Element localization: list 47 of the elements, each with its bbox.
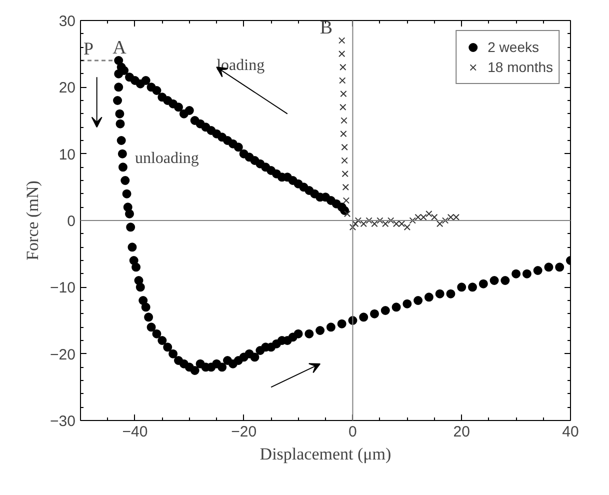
point — [442, 217, 449, 224]
x-tick-label: −40 — [122, 424, 148, 440]
point — [344, 210, 351, 218]
point — [338, 50, 346, 58]
point — [376, 217, 384, 224]
x-tick-label: 0 — [348, 424, 357, 440]
point — [371, 220, 378, 228]
point — [339, 77, 346, 84]
point — [349, 224, 356, 230]
x-tick-label: −20 — [231, 424, 257, 440]
point — [341, 144, 348, 150]
point — [341, 157, 348, 164]
legend-label: 18 months — [488, 59, 553, 75]
point — [426, 210, 432, 218]
point — [388, 217, 394, 224]
point — [340, 117, 348, 124]
annotation: unloading — [134, 150, 199, 168]
legend-label: 2 weeks — [488, 39, 539, 55]
point — [342, 170, 348, 178]
y-tick-label: 30 — [58, 13, 76, 30]
point — [340, 130, 347, 138]
y-tick-label: −10 — [50, 280, 76, 297]
y-tick-label: 20 — [58, 80, 76, 97]
x-tick-label: 20 — [453, 424, 470, 440]
point — [354, 217, 362, 224]
point — [409, 217, 416, 224]
point — [382, 220, 389, 228]
point — [340, 104, 346, 110]
point — [340, 64, 346, 70]
x-axis-title: Displacement (μm) — [260, 444, 392, 464]
ref-line-label: P — [84, 38, 94, 58]
y-axis-title: Force (mN) — [23, 180, 42, 260]
x-tick-label: 40 — [562, 424, 579, 440]
y-tick-label: −20 — [50, 346, 76, 364]
y-tick-label: 10 — [58, 146, 76, 164]
annotation: A — [112, 38, 127, 58]
point — [338, 37, 346, 44]
point — [436, 220, 444, 228]
point — [342, 184, 349, 190]
annotation: B — [320, 18, 333, 38]
y-tick-label: −30 — [50, 413, 76, 430]
point — [342, 197, 350, 204]
point — [404, 224, 410, 230]
point — [366, 217, 372, 224]
point — [431, 214, 438, 220]
point — [340, 90, 347, 98]
y-tick-label: 0 — [67, 213, 76, 230]
